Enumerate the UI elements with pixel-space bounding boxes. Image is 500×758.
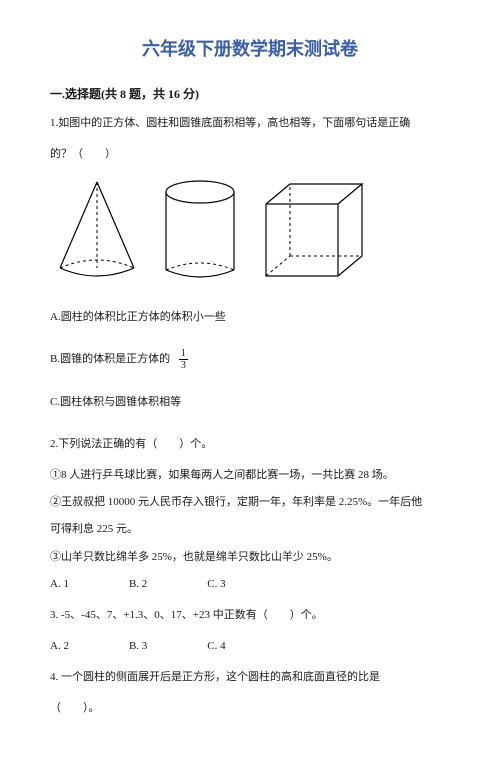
q2-item-3: ③山羊只数比绵羊多 25%，也就是绵羊只数比山羊少 25%。 <box>50 546 450 569</box>
q3-stem: 3. -5、-45、7、+1.3、0、17、+23 中正数有（ ）个。 <box>50 604 450 627</box>
question-1: 1.如图中的正方体、圆柱和圆锥底面积相等，高也相等，下面哪句话是正确 的？（ ） <box>50 112 450 413</box>
question-3: 3. -5、-45、7、+1.3、0、17、+23 中正数有（ ）个。 A. 2… <box>50 604 450 658</box>
q2-item-1: ①8 人进行乒乓球比赛，如果每两人之间都比赛一场，一共比赛 28 场。 <box>50 464 450 487</box>
question-4: 4. 一个圆柱的侧面展开后是正方形，这个圆柱的高和底面直径的比是 （ ）。 <box>50 666 450 720</box>
q3-options: A. 2 B. 3 C. 4 <box>50 635 450 658</box>
q2-option-a: A. 1 <box>50 573 69 596</box>
q4-stem-line1: 4. 一个圆柱的侧面展开后是正方形，这个圆柱的高和底面直径的比是 <box>50 666 450 689</box>
fraction-numerator: 1 <box>179 348 188 360</box>
q1-option-c: C.圆柱体积与圆锥体积相等 <box>50 391 450 413</box>
q1-option-b: B.圆锥的体积是正方体的 1 3 <box>50 348 450 371</box>
exam-page: 六年级下册数学期末测试卷 一.选择题(共 8 题，共 16 分) 1.如图中的正… <box>0 0 500 758</box>
q1-option-b-text: B.圆锥的体积是正方体的 <box>50 353 170 365</box>
cylinder-icon <box>158 176 242 286</box>
q2-option-b: B. 2 <box>129 573 147 596</box>
q3-option-c: C. 4 <box>207 635 225 658</box>
q1-stem-line2: 的？（ ） <box>50 143 450 166</box>
q2-item-2a: ②王叔叔把 10000 元人民币存入银行，定期一年，年利率是 2.25%。一年后… <box>50 491 450 514</box>
section-1-header: 一.选择题(共 8 题，共 16 分) <box>50 85 450 102</box>
page-title: 六年级下册数学期末测试卷 <box>50 35 450 61</box>
fraction-denominator: 3 <box>179 360 188 371</box>
q1-shapes <box>50 176 450 286</box>
question-2: 2.下列说法正确的有（ ）个。 ①8 人进行乒乓球比赛，如果每两人之间都比赛一场… <box>50 433 450 596</box>
q1-option-b-fraction: 1 3 <box>179 348 188 371</box>
q2-options: A. 1 B. 2 C. 3 <box>50 573 450 596</box>
q2-stem: 2.下列说法正确的有（ ）个。 <box>50 433 450 456</box>
q4-stem-line2: （ ）。 <box>50 697 450 720</box>
q3-option-a: A. 2 <box>50 635 69 658</box>
q2-item-2b: 可得利息 225 元。 <box>50 518 450 541</box>
q1-option-a: A.圆柱的体积比正方体的体积小一些 <box>50 306 450 328</box>
cone-icon <box>50 176 144 286</box>
q3-option-b: B. 3 <box>129 635 147 658</box>
q2-option-c: C. 3 <box>207 573 225 596</box>
q1-stem-line1: 1.如图中的正方体、圆柱和圆锥底面积相等，高也相等，下面哪句话是正确 <box>50 112 450 135</box>
cube-icon <box>256 176 366 286</box>
